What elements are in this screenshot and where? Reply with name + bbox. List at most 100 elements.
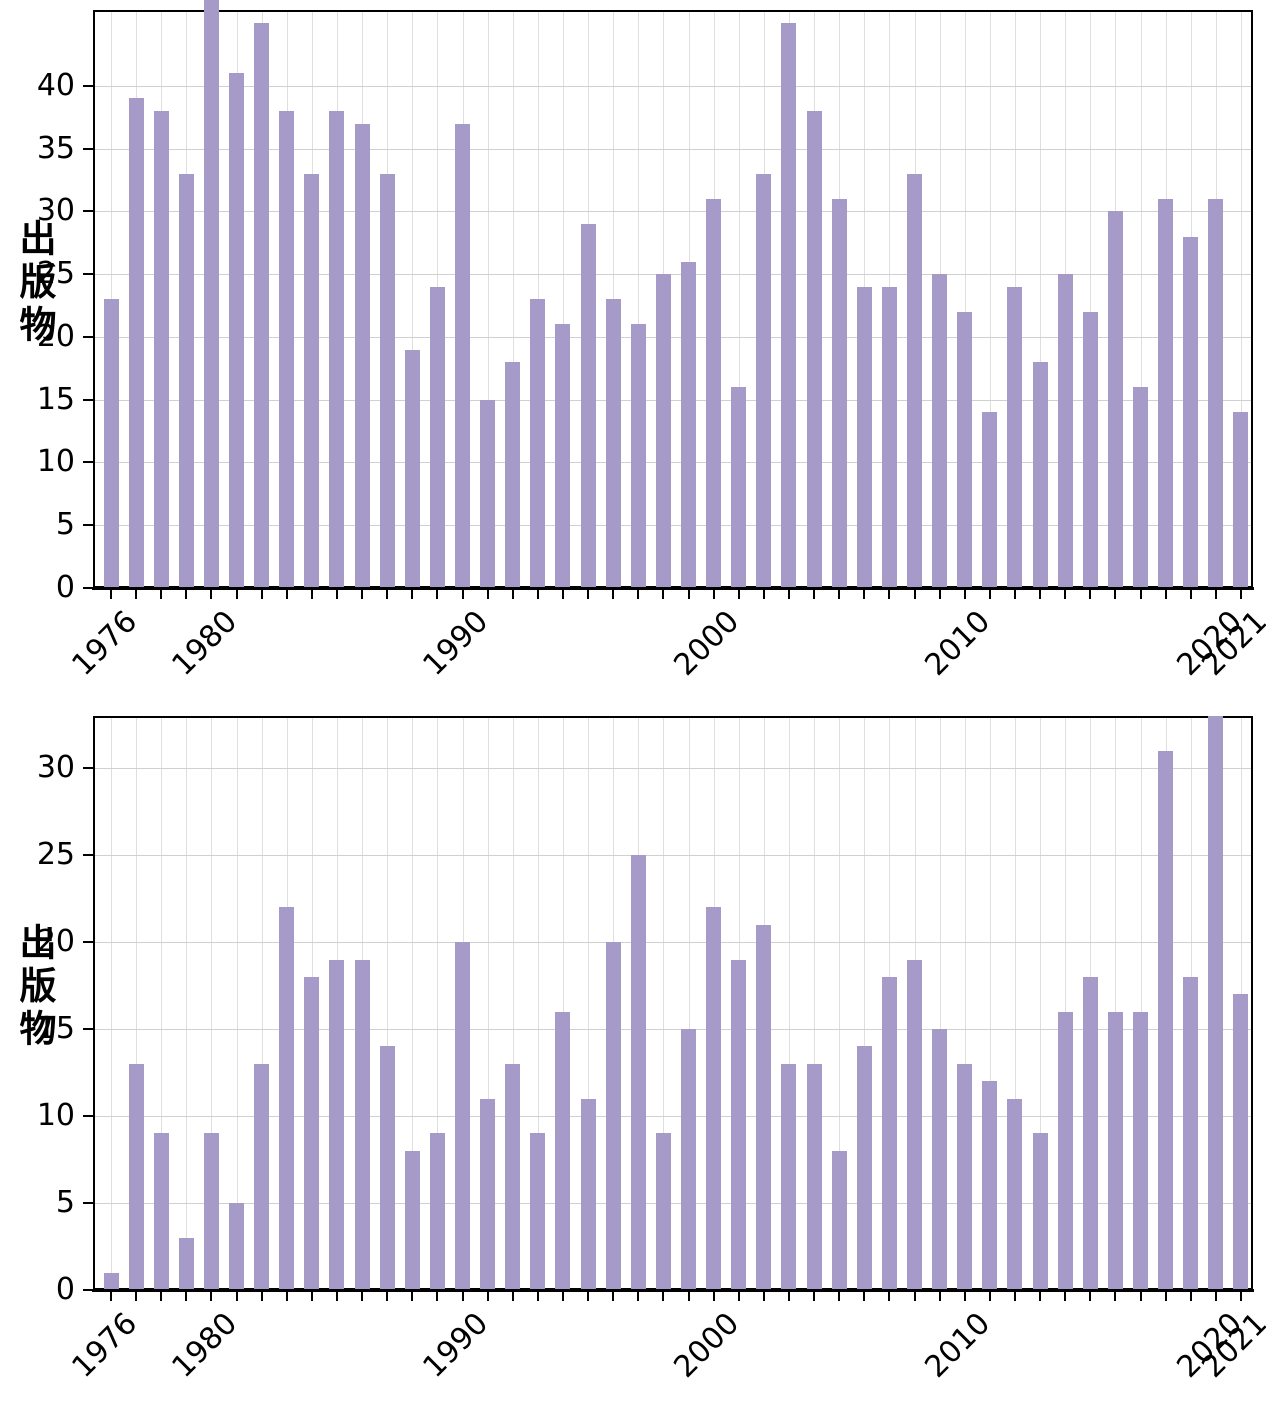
bar-2010 — [957, 1063, 973, 1290]
x-axis-tick — [938, 1291, 941, 1301]
x-axis-tick — [1064, 589, 1067, 599]
bar-1999 — [681, 1029, 697, 1290]
bar-2018 — [1158, 198, 1174, 588]
x-axis-tick — [310, 1291, 313, 1301]
vertical-gridline — [186, 716, 188, 1290]
bar-1983 — [279, 907, 295, 1290]
x-axis-tick — [511, 1291, 514, 1301]
bar-2007 — [881, 976, 897, 1290]
x-axis-tick — [160, 1291, 163, 1301]
bar-1984 — [304, 976, 320, 1290]
x-axis-tick — [787, 1291, 790, 1301]
horizontal-gridline — [93, 274, 1253, 276]
y-tick-label: 40 — [36, 67, 75, 103]
x-axis-line — [92, 1289, 1254, 1292]
bar-1997 — [630, 324, 646, 588]
bar-1978 — [153, 111, 169, 588]
y-axis-tick — [83, 524, 93, 527]
vertical-gridline — [562, 716, 564, 1290]
vertical-gridline — [437, 716, 439, 1290]
x-axis-tick — [260, 589, 263, 599]
bar-2013 — [1032, 362, 1048, 588]
bar-2019 — [1183, 976, 1199, 1290]
bar-2021 — [1233, 412, 1249, 588]
x-axis-tick — [536, 1291, 539, 1301]
horizontal-gridline — [93, 462, 1253, 464]
bar-1977 — [128, 98, 144, 588]
vertical-gridline — [1014, 716, 1016, 1290]
bar-1996 — [605, 942, 621, 1290]
bar-2010 — [957, 311, 973, 588]
x-axis-tick — [863, 589, 866, 599]
x-axis-tick — [687, 589, 690, 599]
bar-1982 — [254, 1063, 270, 1290]
bar-1991 — [480, 399, 496, 588]
bar-2008 — [907, 173, 923, 588]
bar-2018 — [1158, 750, 1174, 1290]
bar-2019 — [1183, 236, 1199, 588]
horizontal-gridline — [93, 855, 1253, 857]
vertical-gridline — [211, 716, 213, 1290]
vertical-gridline — [111, 716, 112, 1290]
bar-2007 — [881, 286, 897, 588]
y-tick-label: 5 — [55, 1185, 75, 1221]
vertical-gridline — [964, 10, 966, 588]
bar-2013 — [1032, 1133, 1048, 1290]
x-tick-label: 1980 — [165, 604, 245, 683]
bar-1992 — [505, 1063, 521, 1290]
y-tick-label: 15 — [36, 381, 75, 417]
bar-2016 — [1107, 211, 1123, 588]
y-axis-tick — [83, 767, 93, 770]
vertical-gridline — [1240, 10, 1242, 588]
bar-2014 — [1057, 1011, 1073, 1290]
bar-2014 — [1057, 274, 1073, 588]
horizontal-gridline — [93, 336, 1253, 338]
bar-1987 — [379, 1046, 395, 1290]
x-tick-label: 2000 — [667, 1306, 747, 1385]
bar-2012 — [1007, 1098, 1023, 1290]
x-axis-tick — [1164, 589, 1167, 599]
x-axis-tick — [486, 1291, 489, 1301]
vertical-gridline — [562, 10, 564, 588]
x-axis-tick — [1114, 589, 1117, 599]
horizontal-gridline — [93, 211, 1253, 213]
x-axis-tick — [963, 1291, 966, 1301]
bar-1978 — [153, 1133, 169, 1290]
y-axis-title: 出版物 — [13, 219, 56, 348]
vertical-gridline — [1140, 10, 1142, 588]
x-axis-tick — [662, 589, 665, 599]
x-axis-tick — [1139, 589, 1142, 599]
bar-2009 — [932, 274, 948, 588]
x-axis-tick — [587, 1291, 590, 1301]
x-axis-tick — [335, 589, 338, 599]
y-tick-label: 35 — [36, 130, 75, 166]
y-axis-tick — [83, 398, 93, 401]
bar-2003 — [781, 23, 797, 588]
bar-1986 — [354, 123, 370, 588]
vertical-gridline — [814, 716, 816, 1290]
x-axis-tick — [386, 589, 389, 599]
y-tick-label: 10 — [36, 444, 75, 480]
x-axis-tick — [386, 1291, 389, 1301]
vertical-gridline — [387, 716, 389, 1290]
x-axis-tick — [260, 1291, 263, 1301]
x-axis-tick — [762, 589, 765, 599]
x-axis-tick — [813, 1291, 816, 1301]
x-axis-tick — [888, 1291, 891, 1301]
y-tick-label: 30 — [36, 193, 75, 229]
vertical-gridline — [788, 716, 790, 1290]
bar-1985 — [329, 959, 345, 1290]
x-axis-tick — [813, 589, 816, 599]
vertical-gridline — [1140, 716, 1142, 1290]
vertical-gridline — [688, 716, 690, 1290]
y-axis-tick — [83, 210, 93, 213]
bar-2004 — [806, 111, 822, 588]
bar-1998 — [655, 274, 671, 588]
vertical-gridline — [512, 716, 514, 1290]
horizontal-gridline — [93, 148, 1253, 150]
x-axis-tick — [361, 1291, 364, 1301]
horizontal-gridline — [93, 525, 1253, 527]
bar-1976 — [103, 299, 119, 588]
bar-1999 — [681, 261, 697, 588]
